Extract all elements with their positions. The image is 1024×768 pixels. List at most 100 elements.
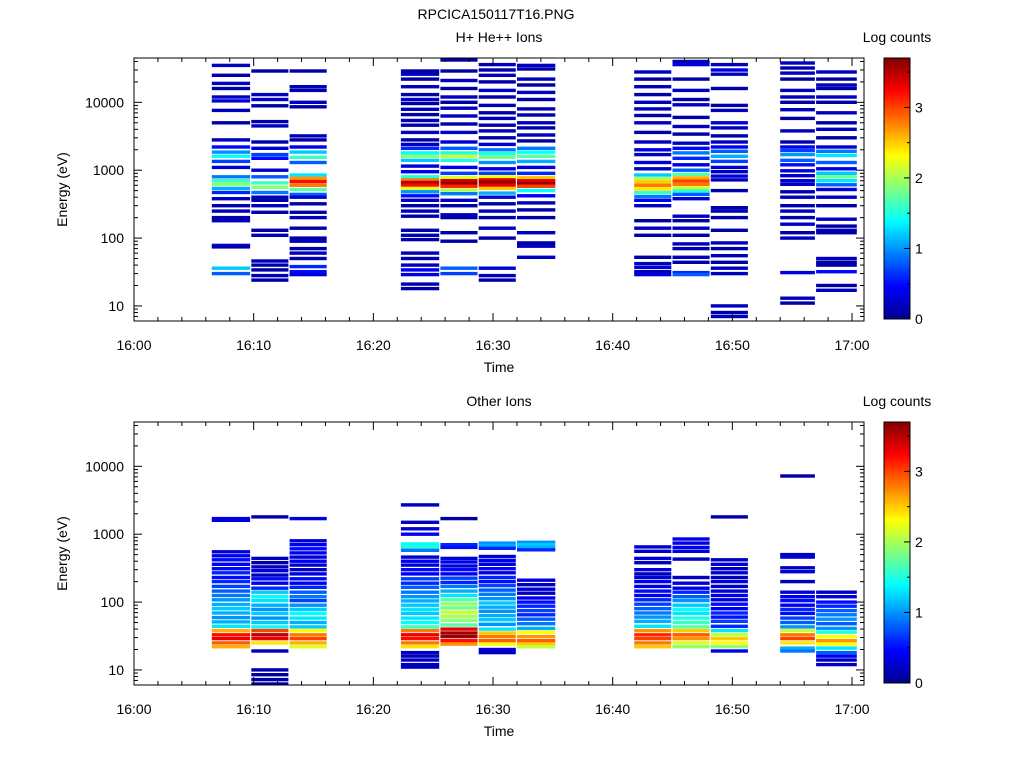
spectrum-line bbox=[400, 599, 440, 603]
spectrum-line bbox=[478, 171, 516, 175]
spectrum-line bbox=[478, 180, 516, 185]
spectrum-line bbox=[780, 108, 815, 112]
spectrum-line bbox=[440, 634, 478, 639]
spectrum-line bbox=[517, 171, 556, 175]
spectrum-line bbox=[517, 244, 556, 248]
spectrum-line bbox=[816, 167, 857, 171]
spectrum-line bbox=[672, 172, 710, 176]
spectrum-line bbox=[780, 301, 815, 305]
spectrum-line bbox=[211, 579, 251, 584]
spectrum-line bbox=[251, 641, 289, 645]
spectrum-line bbox=[478, 614, 516, 618]
spectrum-line bbox=[816, 145, 857, 149]
spectrum-line bbox=[672, 97, 710, 102]
spectrum-line bbox=[672, 226, 710, 230]
spectrum-line bbox=[289, 595, 327, 599]
spectrum-line bbox=[710, 103, 748, 108]
spectrum-line bbox=[517, 126, 556, 130]
spectrum-line bbox=[672, 197, 710, 201]
spectrum-line bbox=[289, 105, 327, 109]
spectrum-line bbox=[710, 170, 748, 174]
spectrum-line bbox=[634, 167, 672, 171]
spectrum-line bbox=[289, 581, 327, 585]
spectrum-line bbox=[478, 116, 516, 121]
spectrum-line bbox=[289, 272, 327, 277]
spectrum-line bbox=[780, 163, 815, 167]
spectrum-line bbox=[634, 624, 672, 628]
spectrum-line bbox=[710, 607, 748, 611]
spectrum-line bbox=[251, 181, 289, 185]
spectrum-line bbox=[478, 579, 516, 584]
spectrum-line bbox=[672, 103, 710, 107]
spectrum-line bbox=[478, 609, 516, 613]
spectrum-line bbox=[816, 590, 857, 594]
spectrum-line bbox=[478, 183, 516, 187]
panel-title: Other Ions bbox=[466, 393, 531, 409]
spectrum-line bbox=[400, 503, 440, 507]
spectrum-line bbox=[289, 202, 327, 206]
spectrum-line bbox=[289, 633, 327, 637]
spectrum-line bbox=[517, 604, 556, 608]
spectrum-line bbox=[289, 620, 327, 625]
spectrum-line bbox=[251, 278, 289, 282]
spectrum-line bbox=[400, 138, 440, 142]
spectrum-line bbox=[780, 174, 815, 178]
spectrum-line bbox=[400, 645, 440, 649]
spectrum-line bbox=[780, 66, 815, 70]
spectrum-line bbox=[710, 579, 748, 584]
spectrum-line bbox=[710, 154, 748, 158]
spectrum-line bbox=[289, 625, 327, 629]
spectrum-line bbox=[634, 611, 672, 615]
spectrum-line bbox=[780, 641, 815, 645]
spectrum-line bbox=[211, 219, 251, 223]
spectrum-line bbox=[289, 590, 327, 594]
spectrum-line bbox=[517, 596, 556, 600]
spectrum-line bbox=[478, 167, 516, 171]
y-tick-label: 1000 bbox=[93, 526, 124, 542]
spectrum-line bbox=[251, 259, 289, 263]
spectrum-line bbox=[211, 624, 251, 628]
spectrum-line bbox=[289, 539, 327, 543]
spectrum-line bbox=[251, 104, 289, 108]
spectrum-line bbox=[710, 515, 748, 519]
spectrum-line bbox=[816, 121, 857, 125]
spectrum-line bbox=[672, 132, 710, 136]
plot-frame bbox=[133, 421, 865, 686]
spectrum-line bbox=[710, 571, 748, 575]
spectrum-line bbox=[672, 62, 710, 67]
spectrum-line bbox=[400, 251, 440, 255]
spectrum-line bbox=[289, 210, 327, 214]
spectrum-line bbox=[710, 611, 748, 615]
spectrum-line bbox=[672, 179, 710, 183]
panel-2: Other Ions Time Energy (eV) 16:00 16:10 16:20… bbox=[54, 393, 931, 739]
spectrum-line bbox=[478, 142, 516, 147]
spectrum-line bbox=[634, 140, 672, 144]
spectrum-line bbox=[251, 168, 289, 172]
y-tick-label: 10 bbox=[108, 298, 124, 314]
spectrum-line bbox=[400, 572, 440, 576]
spectrum-line bbox=[634, 219, 672, 223]
spectrum-line bbox=[440, 639, 478, 643]
spectrum-line bbox=[440, 158, 478, 162]
spectrum-line bbox=[440, 188, 478, 192]
spectrum-line bbox=[517, 139, 556, 143]
spectrum-line bbox=[672, 246, 710, 251]
spectrum-line bbox=[816, 600, 857, 604]
spectrum-line bbox=[440, 181, 478, 186]
spectrum-line bbox=[400, 625, 440, 629]
spectrum-line bbox=[289, 577, 327, 581]
spectrum-line bbox=[517, 159, 556, 164]
spectrum-line bbox=[780, 603, 815, 607]
spectrum-line bbox=[517, 113, 556, 117]
spectrum-line bbox=[211, 150, 251, 154]
spectrum-line bbox=[289, 645, 327, 649]
spectrum-line bbox=[400, 665, 440, 669]
spectrum-line bbox=[211, 175, 251, 179]
spectrum-line bbox=[672, 168, 710, 172]
spectrum-line bbox=[251, 210, 289, 214]
spectrum-line bbox=[710, 178, 748, 182]
colorbar-tick-label: 3 bbox=[915, 99, 923, 115]
spectrum-line bbox=[251, 195, 289, 199]
spectrum-line bbox=[517, 617, 556, 621]
